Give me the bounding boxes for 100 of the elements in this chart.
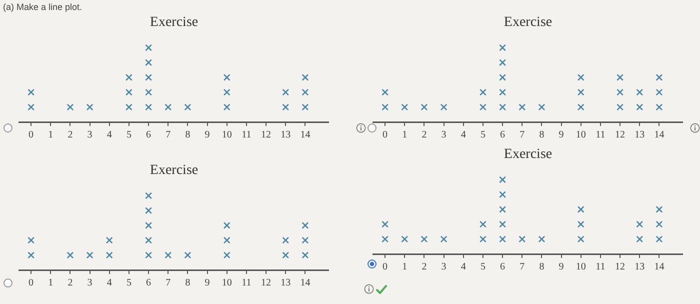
x-tick-label: 3 xyxy=(87,130,92,141)
point xyxy=(499,74,506,81)
point xyxy=(616,88,624,96)
point xyxy=(282,104,290,111)
point xyxy=(223,104,230,111)
x-tick-label: 12 xyxy=(615,262,626,273)
point xyxy=(577,220,584,228)
x-tick-label: 10 xyxy=(222,130,232,141)
point xyxy=(223,74,230,81)
point xyxy=(223,252,230,259)
point xyxy=(420,236,428,243)
point xyxy=(636,236,644,243)
x-tick-label: 5 xyxy=(480,130,486,141)
chart-title: Exercise xyxy=(504,147,552,162)
x-tick-label: 0 xyxy=(382,262,388,273)
point xyxy=(616,74,624,81)
point xyxy=(86,104,94,111)
point xyxy=(499,44,506,52)
point xyxy=(656,88,663,96)
point xyxy=(164,252,172,259)
x-tick-label: 14 xyxy=(300,130,310,141)
point xyxy=(28,104,35,111)
point xyxy=(577,88,584,96)
point xyxy=(656,220,663,228)
chart-title: Exercise xyxy=(150,163,198,178)
x-tick-label: 12 xyxy=(261,278,272,289)
point xyxy=(401,236,408,243)
point xyxy=(636,104,644,111)
x-tick-label: 1 xyxy=(48,278,54,289)
point xyxy=(440,104,448,111)
point xyxy=(145,207,152,214)
point xyxy=(499,220,506,228)
chart-title: Exercise xyxy=(504,15,552,30)
point xyxy=(577,206,584,213)
x-tick-label: 6 xyxy=(500,130,506,141)
point xyxy=(145,252,152,259)
point xyxy=(145,74,152,81)
x-tick-label: 7 xyxy=(166,278,171,289)
point xyxy=(479,236,486,243)
x-tick-label: 9 xyxy=(558,130,564,141)
x-tick-label: 6 xyxy=(500,262,506,273)
point xyxy=(302,252,309,259)
point xyxy=(28,252,35,259)
point xyxy=(479,104,486,111)
x-tick-label: 1 xyxy=(402,262,408,273)
x-tick-label: 11 xyxy=(596,262,606,273)
point xyxy=(479,88,486,96)
point xyxy=(420,104,428,111)
x-tick-label: 7 xyxy=(520,262,525,273)
point xyxy=(66,252,74,259)
point xyxy=(28,236,35,244)
x-tick-label: 6 xyxy=(146,130,152,141)
point xyxy=(125,74,132,81)
point xyxy=(656,74,663,81)
x-tick-label: 2 xyxy=(68,278,73,289)
point xyxy=(86,252,94,259)
point xyxy=(616,104,624,111)
x-tick-label: 5 xyxy=(126,130,132,141)
point xyxy=(656,206,663,213)
x-tick-label: 0 xyxy=(382,130,388,141)
point xyxy=(499,236,506,243)
x-tick-label: 13 xyxy=(634,262,645,273)
point xyxy=(440,236,448,243)
x-tick-label: 9 xyxy=(204,278,210,289)
point xyxy=(518,104,526,111)
point xyxy=(145,236,152,244)
point xyxy=(518,236,526,243)
point xyxy=(282,252,290,259)
point xyxy=(656,236,663,243)
point xyxy=(106,236,113,244)
x-tick-label: 13 xyxy=(634,130,645,141)
point xyxy=(577,74,584,81)
point xyxy=(577,236,584,243)
x-tick-label: 3 xyxy=(87,278,92,289)
point xyxy=(499,104,506,111)
x-tick-label: 4 xyxy=(106,278,112,289)
x-tick-label: 1 xyxy=(402,130,408,141)
point xyxy=(636,88,644,96)
x-tick-label: 4 xyxy=(106,130,112,141)
point xyxy=(538,236,546,243)
x-tick-label: 14 xyxy=(654,262,664,273)
point xyxy=(479,220,486,228)
x-tick-label: 8 xyxy=(185,130,190,141)
point xyxy=(577,104,584,111)
point xyxy=(223,222,230,229)
point xyxy=(538,104,546,111)
point xyxy=(282,88,290,96)
x-tick-label: 5 xyxy=(480,262,486,273)
point xyxy=(145,104,152,111)
x-tick-label: 4 xyxy=(460,262,466,273)
point xyxy=(302,104,309,111)
chart-title: Exercise xyxy=(150,15,198,30)
point xyxy=(382,236,389,243)
point xyxy=(145,222,152,229)
point xyxy=(302,74,309,81)
point xyxy=(302,236,309,244)
point xyxy=(499,59,506,66)
point xyxy=(184,252,192,259)
x-tick-label: 8 xyxy=(539,262,544,273)
point xyxy=(145,59,152,66)
